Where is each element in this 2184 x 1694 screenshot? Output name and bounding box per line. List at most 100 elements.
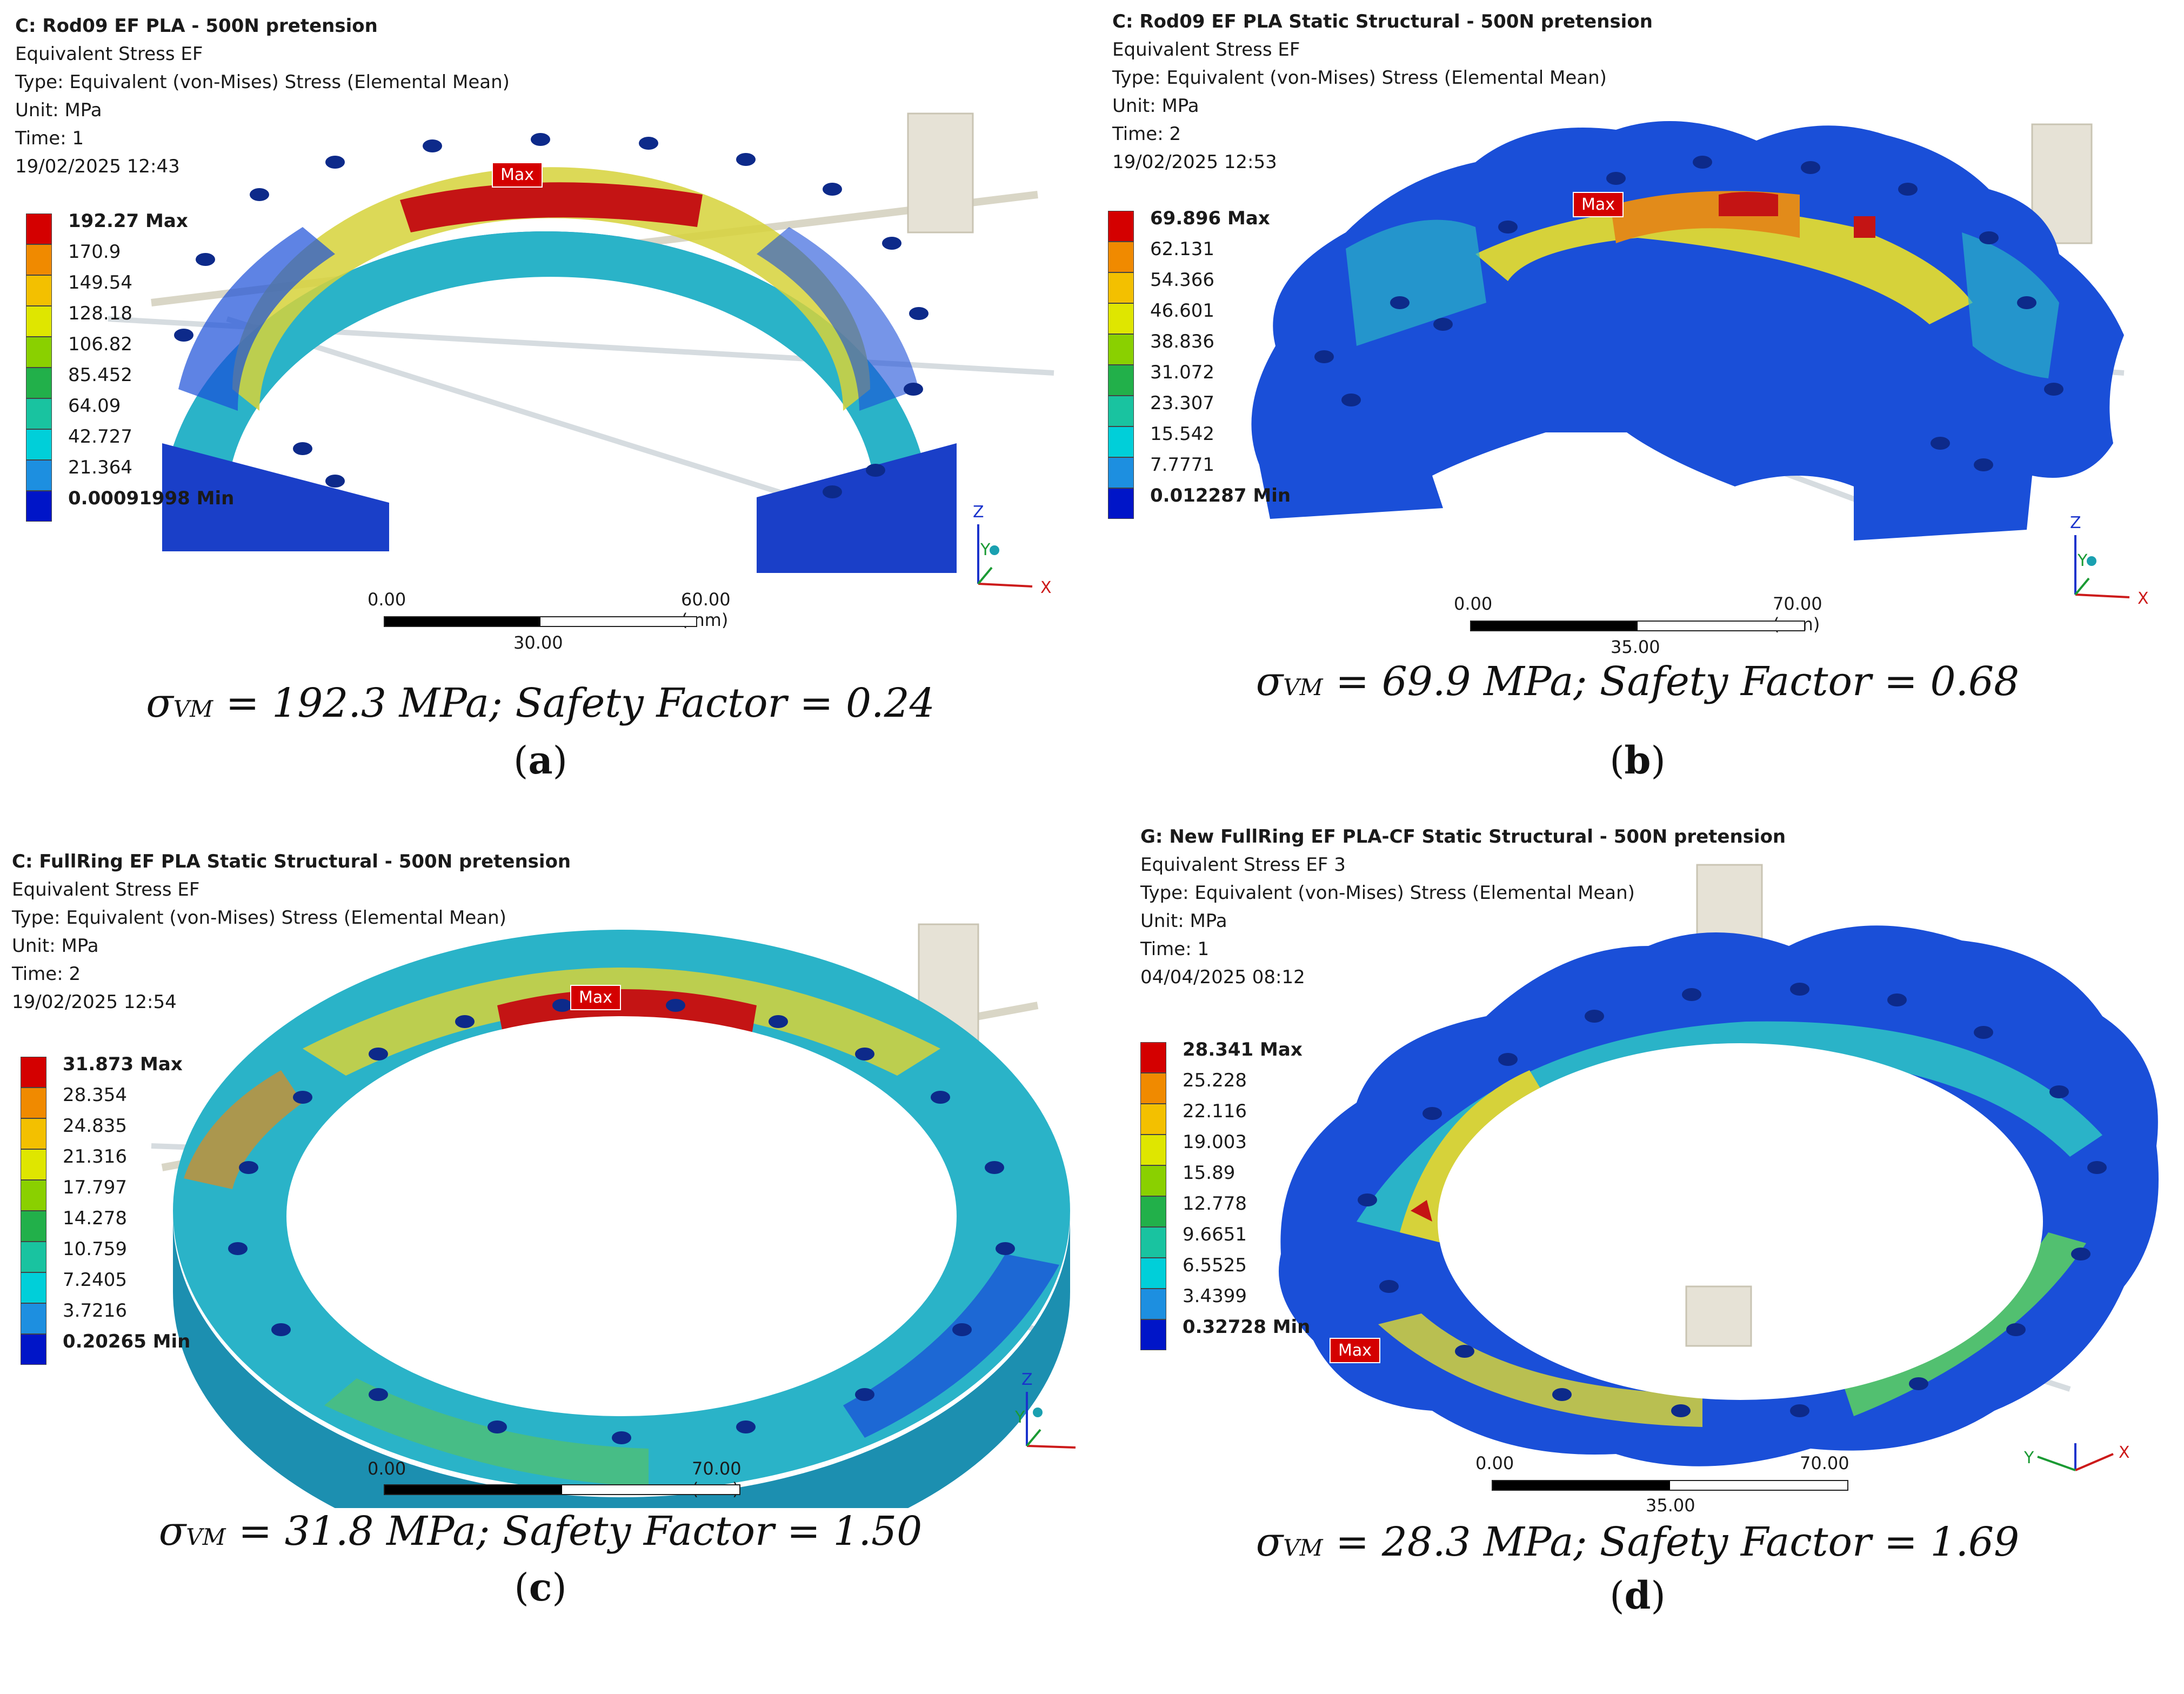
letter-open: ( (1609, 1573, 1625, 1618)
scale-mid-label: 35.00 (1646, 1495, 1695, 1516)
axis-y-label: Y (1015, 1408, 1025, 1427)
result-unit: Unit: MPa (1112, 95, 1199, 117)
caption-text: = 69.9 MPa; Safety Factor = 0.68 (1323, 658, 2020, 705)
legend-label: 7.2405 (63, 1269, 127, 1291)
result-time: Time: 2 (12, 963, 81, 985)
legend-label: 192.27 Max (68, 210, 188, 232)
legend-label: 0.012287 Min (1150, 485, 1291, 506)
fea-viewport-d: G: New FullRing EF PLA-CF Static Structu… (1097, 811, 2178, 1476)
scale-left-label: 0.00 (368, 589, 406, 610)
scale-bar (384, 616, 697, 627)
legend-swatch (1108, 303, 1134, 334)
legend-swatch (26, 275, 52, 306)
ring-model-d (1279, 864, 2159, 1466)
legend-label: 85.452 (68, 364, 132, 386)
result-name: Equivalent Stress EF (15, 43, 203, 65)
caption-text: = 31.8 MPa; Safety Factor = 1.50 (225, 1508, 923, 1555)
ring-model-b (1251, 121, 2125, 541)
legend-swatch (21, 1149, 46, 1180)
result-type: Type: Equivalent (von-Mises) Stress (Ele… (12, 907, 506, 929)
legend-swatch (26, 306, 52, 337)
axis-triad-c: Z Y (1011, 1370, 1081, 1462)
result-type: Type: Equivalent (von-Mises) Stress (Ele… (1140, 882, 1635, 904)
result-header-d: G: New FullRing EF PLA-CF Static Structu… (1140, 823, 1786, 991)
axis-y-label: Y (2024, 1449, 2034, 1468)
legend-swatch (1108, 272, 1134, 303)
legend-label: 46.601 (1150, 300, 1214, 322)
result-time: Time: 1 (1140, 938, 1210, 960)
panel-letter-d: (d) (1097, 1573, 2178, 1632)
caption-subscript: VM (1283, 1535, 1323, 1561)
axis-triad-d: X Y (2011, 1443, 2146, 1476)
legend-label: 38.836 (1150, 331, 1214, 352)
legend-swatch (1108, 457, 1134, 488)
legend-label: 42.727 (68, 426, 132, 448)
legend-label: 12.778 (1183, 1193, 1247, 1215)
axis-x-label: X (2138, 589, 2149, 608)
legend-swatch (1140, 1227, 1166, 1258)
axis-y-label: Y (2078, 551, 2088, 570)
legend-label: 7.7771 (1150, 454, 1214, 476)
caption-c: σVM = 31.8 MPa; Safety Factor = 1.50 (0, 1508, 1081, 1555)
legend-swatch (1108, 242, 1134, 272)
legend-swatch (26, 491, 52, 522)
legend-label: 15.542 (1150, 423, 1214, 445)
result-timestamp: 19/02/2025 12:54 (12, 991, 177, 1013)
legend-swatch (21, 1118, 46, 1149)
caption-sigma: σ (1255, 658, 1284, 705)
legend-label: 25.228 (1183, 1070, 1247, 1091)
caption-sigma: σ (146, 680, 173, 726)
legend-label: 10.759 (63, 1238, 127, 1260)
legend-swatch (21, 1088, 46, 1118)
result-time: Time: 2 (1112, 123, 1181, 145)
legend-swatch (21, 1211, 46, 1242)
max-marker: Max (570, 985, 622, 1010)
legend-label: 0.32728 Min (1183, 1316, 1311, 1338)
scale-bar-d-lower: 35.00 (1492, 1480, 1870, 1545)
axis-x-label: X (2119, 1443, 2130, 1462)
legend-label: 170.9 (68, 241, 121, 263)
scale-bar (1492, 1480, 1848, 1491)
legend-swatch (1140, 1073, 1166, 1104)
panel-a: C: Rod09 EF PLA - 500N pretension Equiva… (0, 0, 1081, 822)
legend-swatch (21, 1180, 46, 1211)
scale-left-label: 0.00 (1475, 1453, 1514, 1473)
legend-swatch (1108, 488, 1134, 519)
caption-a: σVM = 192.3 MPa; Safety Factor = 0.24 (0, 680, 1081, 726)
legend-swatch (1108, 396, 1134, 426)
result-timestamp: 19/02/2025 12:43 (15, 156, 180, 177)
legend-label: 15.89 (1183, 1162, 1235, 1184)
legend-label: 69.896 Max (1150, 208, 1270, 229)
legend-label: 21.316 (63, 1146, 127, 1168)
letter-open: ( (513, 738, 529, 783)
result-timestamp: 04/04/2025 08:12 (1140, 966, 1305, 988)
panel-b: C: Rod09 EF PLA Static Structural - 500N… (1097, 0, 2178, 822)
legend-swatch (21, 1303, 46, 1334)
legend-swatch (1108, 426, 1134, 457)
legend-label: 3.4399 (1183, 1285, 1247, 1307)
result-name: Equivalent Stress EF (12, 879, 200, 901)
axis-z-label: Z (973, 503, 984, 522)
caption-d: σVM = 28.3 MPa; Safety Factor = 1.69 (1097, 1519, 2178, 1565)
result-title: C: FullRing EF PLA Static Structural - 5… (12, 851, 571, 872)
legend-swatch (1108, 211, 1134, 242)
legend-swatch (26, 460, 52, 491)
legend-label: 17.797 (63, 1177, 127, 1198)
caption-sigma: σ (1255, 1519, 1284, 1565)
scale-left-label: 0.00 (1454, 593, 1493, 614)
legend-swatch (21, 1334, 46, 1365)
legend-swatch (1108, 334, 1134, 365)
legend-label: 31.873 Max (63, 1053, 183, 1075)
axis-z-label: Z (2070, 513, 2081, 532)
axis-z-label: Z (1021, 1370, 1033, 1389)
scale-right-label: 70.00 (mm) (1800, 1453, 1849, 1476)
result-title: C: Rod09 EF PLA Static Structural - 500N… (1112, 11, 1653, 32)
scale-bar (1470, 621, 1805, 631)
result-type: Type: Equivalent (von-Mises) Stress (Ele… (1112, 67, 1607, 89)
legend-label: 21.364 (68, 457, 132, 478)
axis-triad-a: Z Y X (962, 503, 1070, 600)
axis-x-label: X (1040, 578, 1052, 597)
ring-model-c (151, 923, 1070, 1508)
legend-swatch (1140, 1165, 1166, 1196)
legend-swatch (21, 1057, 46, 1088)
